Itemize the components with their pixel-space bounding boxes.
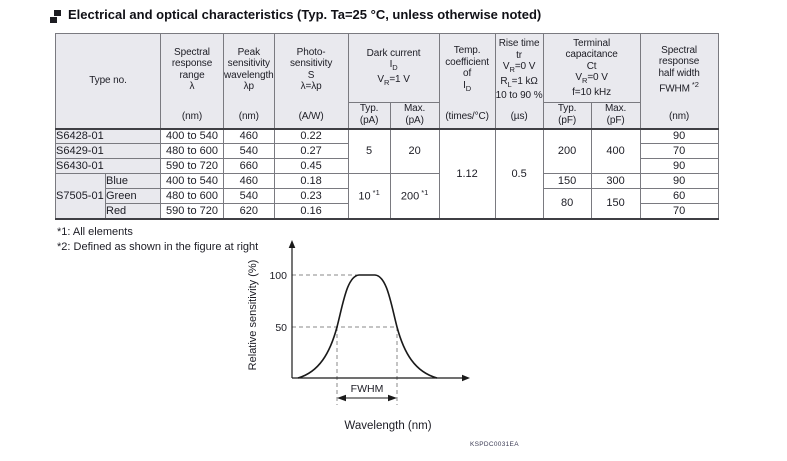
cell-range: 590 to 720	[160, 203, 224, 219]
column-header-type-no: Type no.	[55, 33, 161, 129]
column-header-terminal-capacitance: Terminal capacitance Ct VR=0 V f=10 kHz	[542, 33, 641, 103]
cell-range: 590 to 720	[160, 158, 224, 174]
cell-range: 480 to 600	[160, 188, 224, 204]
section-marker-icon	[50, 10, 61, 23]
cell-range: 480 to 600	[160, 143, 224, 159]
cell-ct-typ: 200	[542, 127, 592, 174]
section-title: Electrical and optical characteristics (…	[50, 7, 541, 23]
cell-sensitivity: 0.18	[273, 173, 349, 189]
cell-sensitivity: 0.22	[273, 127, 349, 144]
footnotes: *1: All elements *2: Defined as shown in…	[57, 225, 258, 255]
cell-fwhm: 60	[639, 188, 719, 204]
cell-ct-max: 150	[590, 188, 641, 219]
axes	[288, 240, 470, 382]
cell-element-color: Green	[105, 188, 161, 204]
column-header-peak-wavelength: Peak sensitivity wavelength λp (nm)	[223, 33, 275, 129]
subheader-ct-typ: Typ. (pF)	[542, 102, 592, 129]
column-header-spectral-range: Spectral response range λ (nm)	[160, 33, 224, 129]
cell-fwhm: 90	[639, 173, 719, 189]
cell-type-no: S7505-01	[55, 173, 106, 219]
column-header-temp-coefficient: Temp. coefficient of ID (times/°C)	[438, 33, 496, 129]
footnote-2: *2: Defined as shown in the figure at ri…	[57, 241, 259, 253]
cell-sensitivity: 0.27	[273, 143, 349, 159]
cell-peak: 460	[223, 127, 275, 144]
page-title: Electrical and optical characteristics (…	[68, 7, 542, 22]
fwhm-figure: 100 50 FWHM Relative sensitivity (%) Wav…	[247, 240, 470, 432]
y-axis-label: Relative sensitivity (%)	[247, 260, 259, 371]
footnote-1: *1: All elements	[57, 226, 133, 238]
cell-fwhm: 70	[639, 143, 719, 159]
cell-peak: 540	[223, 188, 275, 204]
cell-temp-coefficient: 1.12	[438, 127, 496, 219]
cell-ct-typ: 150	[542, 173, 592, 189]
cell-fwhm: 70	[639, 203, 719, 219]
cell-range: 400 to 540	[160, 127, 224, 144]
cell-fwhm: 90	[639, 158, 719, 174]
cell-dark-max: 20	[389, 127, 440, 174]
fwhm-arrow	[337, 394, 397, 402]
cell-type-no: S6429-01	[55, 143, 161, 159]
cell-ct-max: 400	[590, 127, 641, 174]
figure-code: KSPDC0031EA	[470, 441, 519, 448]
cell-peak: 620	[223, 203, 275, 219]
cell-sensitivity: 0.16	[273, 203, 349, 219]
dashed-guides	[292, 274, 398, 405]
sensitivity-curve	[297, 274, 438, 379]
column-header-photosensitivity: Photo- sensitivity S λ=λp (A/W)	[273, 33, 349, 129]
fwhm-label: FWHM	[351, 383, 384, 395]
cell-element-color: Blue	[105, 173, 161, 189]
subheader-ct-max: Max. (pF)	[590, 102, 641, 129]
cell-ct-max: 300	[590, 173, 641, 189]
characteristics-table: Type no. Spectral response range λ (nm)	[55, 33, 719, 220]
cell-peak: 460	[223, 173, 275, 189]
cell-dark-typ: 10 *1	[347, 173, 391, 219]
cell-type-no: S6428-01	[55, 127, 161, 144]
cell-dark-typ: 5	[347, 127, 391, 174]
column-header-dark-current: Dark current ID VR=1 V	[347, 33, 440, 103]
cell-rise-time: 0.5	[494, 127, 544, 219]
tick-50: 50	[275, 322, 287, 334]
cell-fwhm: 90	[639, 127, 719, 144]
column-header-fwhm: Spectral response half width FWHM *2 (nm)	[639, 33, 719, 129]
cell-range: 400 to 540	[160, 173, 224, 189]
cell-dark-max: 200 *1	[389, 173, 440, 219]
cell-peak: 660	[223, 158, 275, 174]
tick-100: 100	[269, 270, 287, 282]
cell-sensitivity: 0.45	[273, 158, 349, 174]
x-axis-label: Wavelength (nm)	[344, 420, 431, 432]
cell-element-color: Red	[105, 203, 161, 219]
subheader-dark-max: Max. (pA)	[389, 102, 440, 129]
column-header-rise-time: Rise time tr VR=0 V RL=1 kΩ 10 to 90 % (…	[494, 33, 544, 129]
subheader-dark-typ: Typ. (pA)	[347, 102, 391, 129]
cell-peak: 540	[223, 143, 275, 159]
cell-type-no: S6430-01	[55, 158, 161, 174]
cell-sensitivity: 0.23	[273, 188, 349, 204]
cell-ct-typ: 80	[542, 188, 592, 219]
